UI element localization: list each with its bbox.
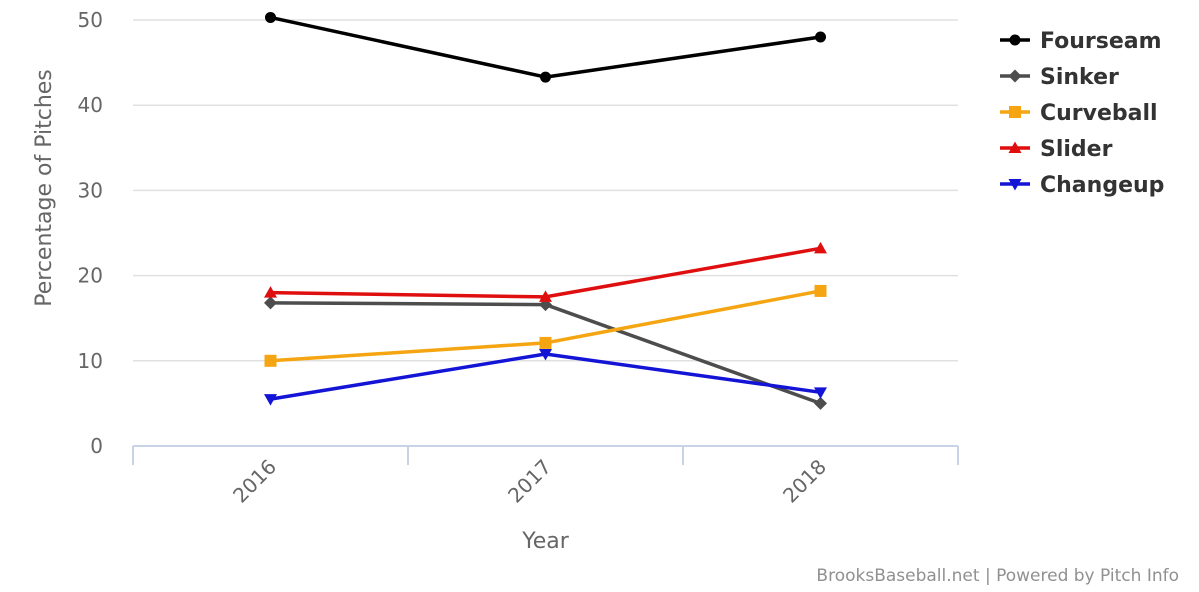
data-point-sinker <box>814 396 827 410</box>
legend-marker-changeup <box>1008 179 1022 191</box>
x-tick-label: 2018 <box>778 455 831 508</box>
data-point-curveball <box>539 336 552 349</box>
series-fourseam <box>265 11 826 83</box>
legend-item-curveball[interactable]: Curveball <box>1000 101 1158 126</box>
data-point-changeup <box>264 394 277 406</box>
data-point-slider <box>814 241 827 254</box>
series-line-fourseam <box>268 15 823 79</box>
y-tick-label: 20 <box>78 264 103 288</box>
y-tick-label: 30 <box>78 178 103 202</box>
axes: 0 10 20 30 40 50 2016 2017 2018 Year Percentage of… <box>32 8 959 554</box>
legend-marker-sinker <box>1008 69 1022 83</box>
legend-marker-fourseam <box>1009 34 1021 46</box>
series-changeup <box>264 348 827 406</box>
data-point-fourseam <box>265 11 276 23</box>
legend-item-slider[interactable]: Slider <box>1000 137 1113 162</box>
legend-item-fourseam[interactable]: Fourseam <box>1000 29 1162 54</box>
data-point-fourseam <box>815 31 826 43</box>
legend-item-sinker[interactable]: Sinker <box>1000 65 1119 90</box>
credits-text[interactable]: BrooksBaseball.net | Powered by Pitch In… <box>816 566 1179 586</box>
data-point-slider <box>539 290 552 302</box>
data-point-curveball <box>264 354 277 367</box>
legend-marker-curveball <box>1009 106 1021 118</box>
legend-marker-slider <box>1008 141 1022 153</box>
y-tick-label: 50 <box>78 8 103 32</box>
legend[interactable]: Fourseam Sinker Curveball Slider Changeup <box>1000 29 1164 198</box>
legend-label-slider: Slider <box>1040 137 1113 162</box>
x-tick-label: 2017 <box>503 455 556 508</box>
data-point-curveball <box>814 284 827 297</box>
series-curveball <box>264 284 827 367</box>
series-line-slider <box>268 246 823 299</box>
legend-item-changeup[interactable]: Changeup <box>1000 173 1164 198</box>
data-point-changeup <box>814 387 827 399</box>
x-axis-title: Year <box>521 529 570 554</box>
data-point-changeup <box>539 348 552 361</box>
y-tick-label: 40 <box>78 93 103 117</box>
series-slider <box>264 241 827 302</box>
y-tick-label: 0 <box>90 434 103 458</box>
y-tick-label: 10 <box>78 349 103 373</box>
legend-label-curveball: Curveball <box>1040 101 1158 126</box>
legend-label-sinker: Sinker <box>1040 65 1119 90</box>
legend-label-changeup: Changeup <box>1040 173 1164 198</box>
data-point-fourseam <box>540 71 551 83</box>
series-lines <box>264 11 827 410</box>
data-point-slider <box>264 286 277 298</box>
legend-label-fourseam: Fourseam <box>1040 29 1162 54</box>
data-point-sinker <box>264 296 277 310</box>
y-axis-title: Percentage of Pitches <box>32 69 57 307</box>
x-tick-label: 2016 <box>228 455 281 508</box>
